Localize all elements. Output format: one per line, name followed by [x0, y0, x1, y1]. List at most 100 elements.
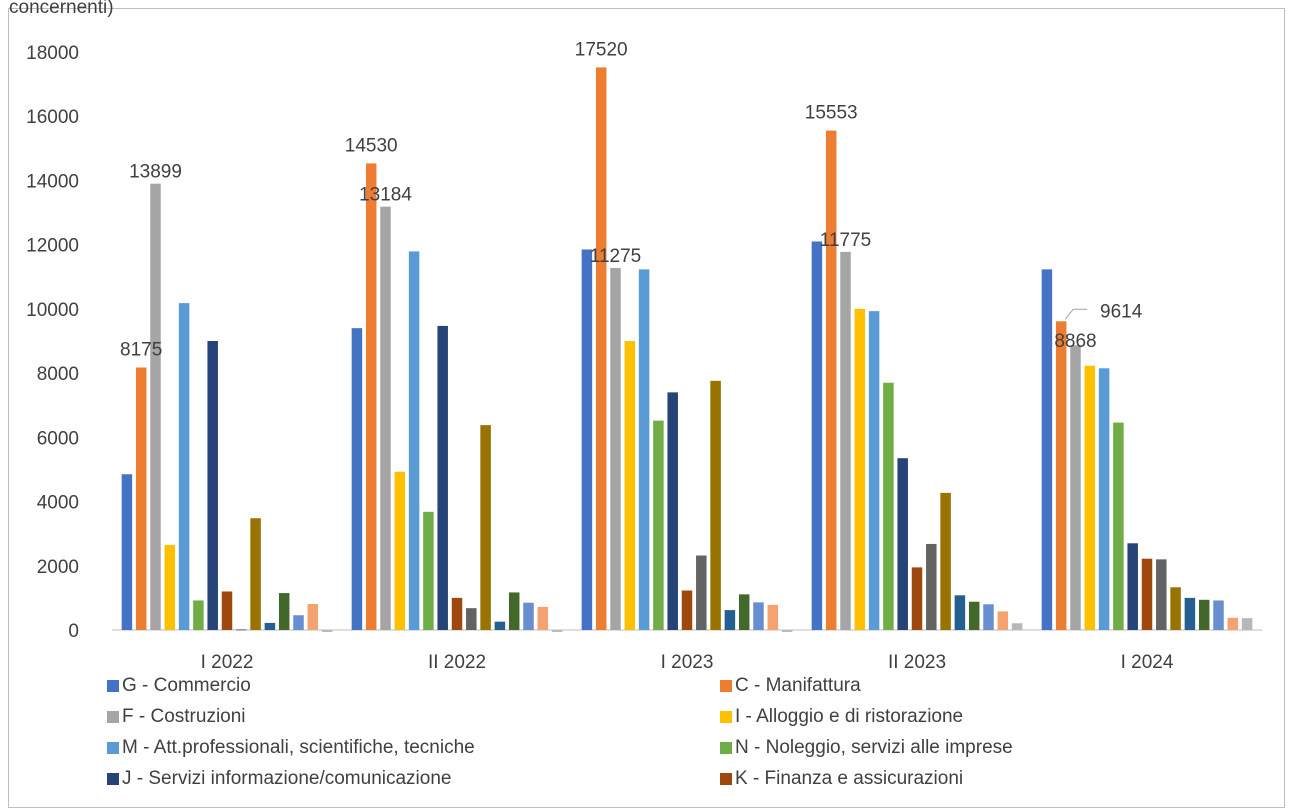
- x-tick-label: II 2023: [888, 652, 946, 673]
- bar: [1141, 558, 1153, 630]
- y-tick-label: 2000: [37, 557, 79, 578]
- bar: [897, 458, 908, 630]
- bar: [1041, 269, 1053, 630]
- bar: [178, 303, 190, 630]
- y-tick-label: 10000: [26, 300, 79, 321]
- y-tick-label: 14000: [26, 171, 79, 192]
- bar: [940, 492, 951, 630]
- bar: [508, 592, 520, 630]
- y-tick-label: 4000: [37, 493, 79, 514]
- bar: [437, 325, 448, 630]
- bar: [997, 611, 1009, 630]
- data-label: 9614: [1100, 301, 1143, 322]
- bar: [451, 597, 463, 630]
- y-tick-label: 18000: [26, 43, 79, 64]
- bar: [724, 610, 736, 630]
- bar: [1127, 543, 1138, 630]
- data-label: 11275: [590, 246, 641, 267]
- bar: [624, 341, 636, 630]
- bar: [1227, 617, 1239, 630]
- bar: [380, 206, 391, 631]
- bar: [250, 518, 261, 630]
- data-label: 8175: [120, 339, 162, 360]
- bar: [551, 630, 563, 632]
- bar: [1156, 559, 1167, 630]
- bar: [466, 608, 477, 630]
- bar: [537, 606, 549, 630]
- y-tick-label: 12000: [26, 236, 79, 257]
- bar: [1055, 321, 1067, 630]
- bar: [883, 382, 894, 630]
- bar: [164, 544, 176, 630]
- x-tick-label: I 2024: [1121, 652, 1174, 673]
- bar: [667, 392, 678, 630]
- bar: [738, 594, 750, 630]
- bar: [681, 590, 693, 630]
- bar: [595, 67, 607, 630]
- data-label: 17520: [575, 39, 628, 60]
- bar: [321, 630, 333, 632]
- bar: [610, 267, 621, 630]
- bar: [494, 621, 506, 630]
- bar: [753, 602, 764, 630]
- bar: [1241, 618, 1253, 630]
- bar: [264, 622, 276, 630]
- bar: [840, 251, 851, 630]
- bar: [638, 269, 650, 630]
- bar: [1084, 365, 1096, 630]
- x-tick-label: I 2023: [661, 652, 714, 673]
- data-label: 13184: [359, 185, 412, 206]
- data-label: 15553: [805, 103, 858, 124]
- bar: [696, 555, 707, 630]
- bar-chart: 0 2000 4000 6000 8000 10000 12000 14000 16000 180…: [26, 39, 1262, 673]
- bar: [150, 183, 161, 630]
- data-label: 14530: [345, 135, 398, 156]
- bar: [767, 604, 779, 630]
- bar: [954, 595, 966, 630]
- bar: [854, 308, 866, 630]
- bar: [236, 629, 247, 631]
- bar: [710, 380, 721, 630]
- bar: [1198, 599, 1210, 630]
- y-tick-label: 16000: [26, 107, 79, 128]
- bar: [394, 471, 406, 630]
- bar: [868, 311, 880, 630]
- bar: [983, 604, 994, 630]
- y-tick-label: 8000: [37, 364, 79, 385]
- bar: [121, 474, 133, 630]
- data-label: 11775: [820, 230, 871, 251]
- bar: [293, 615, 304, 630]
- data-label-leader: [1064, 308, 1088, 320]
- bar: [1098, 368, 1110, 630]
- bar: [811, 241, 823, 630]
- bar: [1011, 623, 1023, 630]
- bar: [1070, 345, 1081, 630]
- bar: [278, 593, 290, 630]
- bar: [926, 543, 937, 630]
- bar: [207, 341, 218, 630]
- data-label: 8868: [1054, 331, 1096, 352]
- data-label: 13899: [129, 162, 182, 183]
- x-tick-label: I 2022: [201, 652, 254, 673]
- bar: [523, 602, 534, 630]
- bar: [408, 251, 420, 630]
- bar: [365, 163, 377, 631]
- bar: [968, 601, 980, 630]
- bar: [351, 328, 363, 630]
- bar: [1170, 587, 1181, 630]
- y-tick-label: 6000: [37, 428, 79, 449]
- bar: [307, 603, 319, 630]
- bar: [581, 249, 593, 630]
- bar: [480, 425, 491, 630]
- bar: [135, 367, 147, 630]
- bar: [423, 511, 434, 630]
- bar: [1113, 422, 1124, 630]
- bar: [1213, 600, 1224, 630]
- bar: [193, 600, 204, 630]
- bar: [653, 420, 664, 630]
- bar: [825, 130, 837, 631]
- bar: [221, 591, 233, 630]
- x-tick-label: II 2022: [428, 652, 486, 673]
- bar: [1184, 597, 1196, 630]
- cut-off-caption: concernenti): [9, 0, 114, 18]
